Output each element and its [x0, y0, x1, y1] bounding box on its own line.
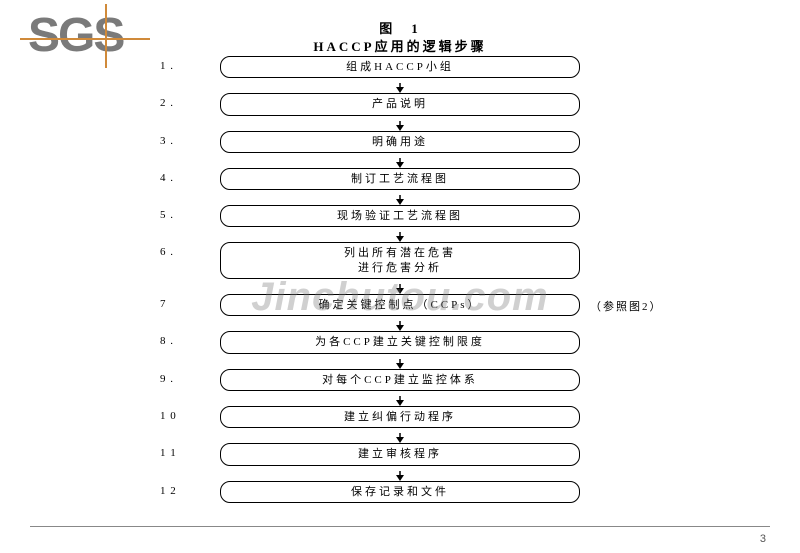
step-number: 4 .: [160, 172, 174, 184]
flow-step: 9 .对每个CCP建立监控体系: [220, 369, 580, 391]
step-box: 产品说明: [220, 93, 580, 115]
step-box: 建立审核程序: [220, 443, 580, 465]
flow-arrow: [220, 158, 580, 168]
flow-step: 6 .列出所有潜在危害进行危害分析: [220, 242, 580, 279]
step-number: 2 .: [160, 97, 174, 109]
flow-arrow: [220, 121, 580, 131]
flow-arrow: [220, 471, 580, 481]
step-number: 7: [160, 298, 167, 310]
flow-step: 1 1建立审核程序: [220, 443, 580, 465]
flow-arrow: [220, 232, 580, 242]
step-number: 1 0: [160, 410, 177, 422]
flow-step: 1 0建立纠偏行动程序: [220, 406, 580, 428]
flow-arrow: [220, 433, 580, 443]
flow-step: 1 2保存记录和文件: [220, 481, 580, 503]
title-line2: HACCP应用的逻辑步骤: [0, 38, 800, 56]
flow-arrow: [220, 195, 580, 205]
flow-arrow: [220, 396, 580, 406]
page-number: 3: [760, 533, 766, 545]
flow-arrow: [220, 83, 580, 93]
step-box: 组成HACCP小组: [220, 56, 580, 78]
step-box: 保存记录和文件: [220, 481, 580, 503]
step-number: 1 .: [160, 60, 174, 72]
step-number: 6 .: [160, 246, 174, 258]
flow-arrow: [220, 321, 580, 331]
step-number: 1 1: [160, 447, 177, 459]
figure-title: 图 1 HACCP应用的逻辑步骤: [0, 20, 800, 56]
flow-step: 5 .现场验证工艺流程图: [220, 205, 580, 227]
step-box: 明确用途: [220, 131, 580, 153]
step-box: 制订工艺流程图: [220, 168, 580, 190]
step-box: 确定关键控制点（CCPs）: [220, 294, 580, 316]
step-number: 1 2: [160, 485, 177, 497]
flowchart: 1 .组成HACCP小组 2 .产品说明 3 .明确用途 4 .制订工艺流程图 5 .现…: [220, 56, 580, 508]
flow-arrow: [220, 284, 580, 294]
step-number: 3 .: [160, 135, 174, 147]
step-number: 5 .: [160, 209, 174, 221]
step-box: 现场验证工艺流程图: [220, 205, 580, 227]
flow-step: 1 .组成HACCP小组: [220, 56, 580, 78]
step-box: 为各CCP建立关键控制限度: [220, 331, 580, 353]
step-box: 建立纠偏行动程序: [220, 406, 580, 428]
step-number: 9 .: [160, 373, 174, 385]
flow-step: 8 .为各CCP建立关键控制限度: [220, 331, 580, 353]
step-number: 8 .: [160, 335, 174, 347]
flow-arrow: [220, 359, 580, 369]
flow-step: 7确定关键控制点（CCPs）: [220, 294, 580, 316]
step-box: 列出所有潜在危害进行危害分析: [220, 242, 580, 279]
step-box: 对每个CCP建立监控体系: [220, 369, 580, 391]
flow-step: 2 .产品说明: [220, 93, 580, 115]
footer-rule: [30, 526, 770, 527]
step-side-note: （参照图2）: [590, 298, 663, 314]
title-line1: 图 1: [0, 20, 800, 38]
flow-step: 4 .制订工艺流程图: [220, 168, 580, 190]
flow-step: 3 .明确用途: [220, 131, 580, 153]
